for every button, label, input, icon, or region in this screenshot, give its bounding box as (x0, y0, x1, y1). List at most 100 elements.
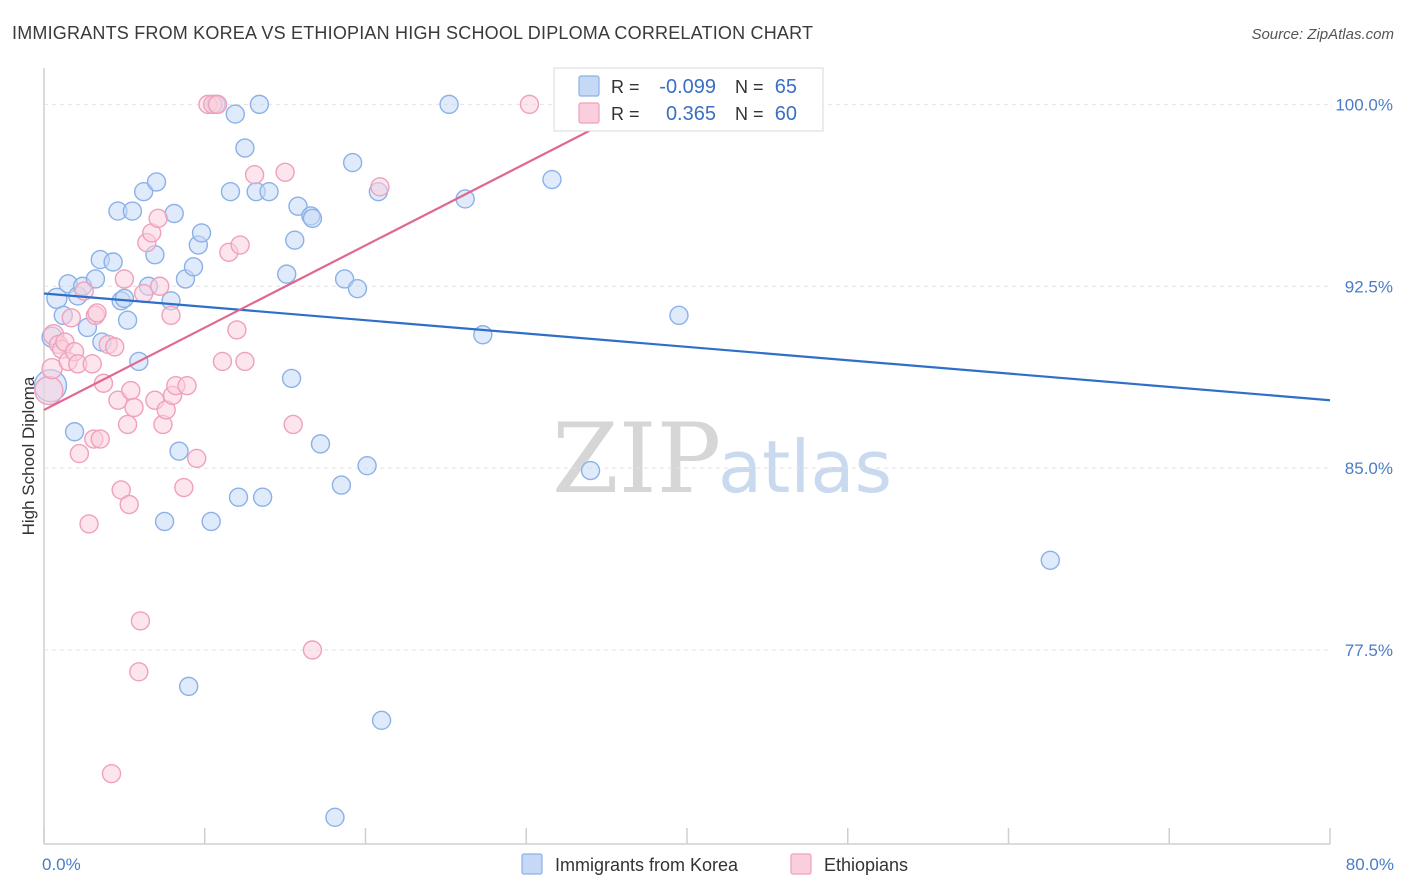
point-korea-22 (146, 172, 167, 192)
point-ethiopians-47 (207, 94, 228, 115)
point-korea-42 (277, 264, 297, 284)
legend-r-value-korea: -0.099 (659, 76, 716, 98)
bottom-legend-label-korea: Immigrants from Korea (555, 855, 739, 875)
point-ethiopians-53 (244, 164, 265, 185)
point-korea-25 (164, 203, 184, 224)
point-korea-57 (439, 94, 459, 115)
legend-n-label-ethiopians: N = (735, 104, 764, 124)
point-korea-58 (455, 189, 475, 209)
point-korea-64 (1040, 550, 1060, 570)
point-ethiopians-22 (108, 390, 128, 410)
point-ethiopians-30 (130, 611, 151, 631)
trend-line-ethiopians (43, 83, 680, 411)
point-korea-34 (220, 181, 241, 202)
chart-title: IMMIGRANTS FROM KOREA VS ETHIOPIAN HIGH … (12, 23, 813, 43)
legend-r-value-ethiopians: 0.365 (666, 103, 716, 125)
point-korea-19 (133, 181, 154, 202)
point-korea-12 (103, 252, 123, 272)
point-ethiopians-25 (117, 414, 138, 435)
point-ethiopians-10 (69, 443, 90, 464)
bottom-legend: Immigrants from Korea Ethiopians (521, 853, 908, 875)
point-korea-32 (201, 511, 221, 532)
point-korea-52 (342, 152, 363, 173)
point-ethiopians-31 (133, 283, 154, 304)
point-ethiopians-44 (187, 448, 207, 469)
x-axis-ticks (43, 828, 1331, 844)
legend-n-value-korea: 65 (775, 76, 797, 98)
point-ethiopians-48 (212, 351, 233, 372)
legend-n-label-korea: N = (735, 77, 764, 97)
point-ethiopians-54 (275, 162, 295, 182)
y-tick-label-0: 100.0% (1335, 95, 1393, 114)
point-korea-36 (228, 487, 249, 507)
point-korea-60 (542, 169, 562, 190)
point-korea-53 (347, 278, 368, 299)
zipatlas-watermark: ZIP atlas (552, 403, 892, 515)
point-ethiopians-57 (370, 177, 390, 197)
x-tick-label-max: 80.0% (1346, 855, 1394, 874)
point-korea-63 (669, 305, 689, 326)
point-korea-28 (178, 676, 199, 697)
point-korea-48 (310, 434, 331, 454)
point-ethiopians-28 (124, 397, 144, 418)
bottom-legend-swatch-ethiopians (790, 853, 812, 875)
point-korea-61 (580, 460, 601, 481)
point-ethiopians-36 (150, 276, 170, 296)
point-ethiopians-39 (161, 305, 181, 326)
series-ethiopians-points (34, 94, 589, 784)
legend-r-label-ethiopians: R = (611, 104, 640, 124)
point-ethiopians-56 (302, 640, 323, 660)
legend-swatch-ethiopians (578, 102, 600, 124)
point-korea-41 (259, 181, 279, 202)
point-ethiopians-52 (235, 351, 255, 372)
point-ethiopians-26 (119, 494, 139, 515)
point-korea-26 (169, 441, 189, 461)
point-korea-15 (114, 288, 135, 309)
point-ethiopians-24 (114, 269, 135, 289)
point-korea-37 (235, 138, 255, 158)
point-korea-49 (325, 807, 345, 828)
point-ethiopians-17 (90, 429, 110, 449)
watermark-zip: ZIP (552, 403, 721, 515)
point-korea-9 (85, 269, 106, 289)
point-korea-44 (285, 230, 305, 250)
point-ethiopians-13 (82, 354, 102, 374)
point-ethiopians-58 (519, 94, 540, 115)
point-ethiopians-21 (105, 337, 125, 357)
y-tick-labels: 100.0% 92.5% 85.0% 77.5% (1335, 95, 1393, 660)
y-tick-label-1: 92.5% (1345, 277, 1393, 296)
point-ethiopians-12 (79, 514, 99, 534)
bottom-legend-label-ethiopians: Ethiopians (824, 855, 908, 875)
legend-swatch-korea (578, 75, 600, 97)
point-ethiopians-16 (87, 303, 107, 323)
x-tick-label-min: 0.0% (42, 855, 81, 874)
point-ethiopians-55 (283, 414, 303, 435)
point-ethiopians-43 (177, 375, 197, 396)
y-axis-label: High School Diploma (19, 376, 38, 535)
point-ethiopians-27 (121, 380, 141, 401)
point-korea-35 (225, 104, 245, 124)
point-korea-40 (252, 487, 273, 507)
y-tick-label-3: 77.5% (1345, 641, 1393, 660)
bottom-legend-swatch-korea (521, 853, 543, 875)
legend-n-value-ethiopians: 60 (775, 103, 797, 125)
chart-source: Source: ZipAtlas.com (1251, 26, 1394, 43)
point-korea-29 (183, 257, 204, 277)
point-ethiopians-42 (174, 477, 194, 498)
trend-line-korea (43, 292, 1331, 402)
point-ethiopians-7 (61, 308, 82, 328)
point-korea-16 (117, 310, 138, 330)
point-ethiopians-0 (34, 375, 64, 406)
point-korea-5 (64, 422, 85, 442)
point-korea-50 (331, 475, 352, 495)
trend-lines (43, 83, 1331, 411)
point-korea-45 (288, 196, 308, 216)
point-korea-43 (281, 368, 302, 389)
point-korea-39 (249, 94, 270, 115)
point-korea-51 (334, 269, 355, 289)
point-ethiopians-29 (129, 662, 149, 682)
point-korea-23 (154, 511, 175, 532)
point-ethiopians-50 (227, 320, 247, 340)
point-ethiopians-23 (111, 480, 131, 500)
